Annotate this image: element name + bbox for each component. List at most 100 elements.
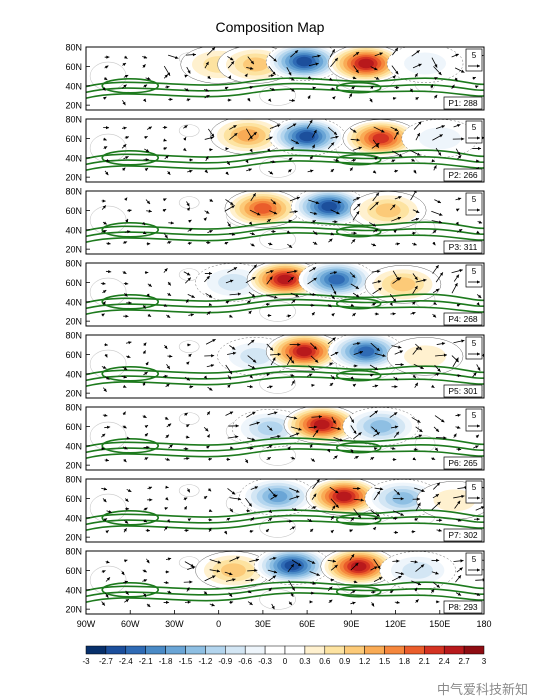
wind-vector-head [439,212,443,216]
wind-vector-head [349,93,352,97]
wind-vector-head [273,556,277,561]
wind-vector-head [414,560,418,564]
y-tick-label: 40N [65,441,82,451]
wind-vector-head [333,131,337,135]
wind-vector-head [392,312,396,316]
wind-vector-head [296,495,300,499]
wind-vector-head [186,207,190,211]
wind-vector-head [372,170,377,174]
wind-vector-head [334,455,338,459]
reference-vector-label: 5 [472,339,477,348]
wind-vector-head [266,373,270,377]
wind-vector-head [288,219,292,223]
wind-vector-head [457,425,461,429]
jet-contour [86,509,484,520]
wind-vector-head [232,351,237,355]
wind-vector-head [186,377,190,381]
wind-vector-head [256,212,261,216]
wind-vector-head [286,230,291,234]
wind-vector-head [107,241,111,245]
wind-vector-head [334,57,338,62]
jet-contour [86,376,484,388]
wind-vector-head [409,88,413,93]
wind-vector-head [207,241,211,245]
wind-vector-head [290,360,295,364]
wind-vector-head [417,419,421,423]
wind-vector-head [249,66,254,70]
wind-vector-head [297,562,302,566]
wind-vector-head [101,313,105,317]
wind-vector-head [269,347,274,351]
wind-vector-head [124,75,129,78]
wind-vector-head [308,518,313,522]
wind-vector-head [166,314,171,318]
y-tick-label: 40N [65,513,82,523]
wind-vector-head [147,603,151,607]
y-tick-label: 80N [65,475,82,485]
wind-vector-head [436,558,440,562]
wind-vector-head [398,153,403,157]
coastline [259,517,296,538]
wind-vector-head [229,593,233,597]
wind-vector-head [186,361,190,365]
wind-vector-head [144,507,148,511]
wind-vector-head [227,384,231,388]
wind-vector-head [230,61,235,65]
wind-vector-head [292,123,297,127]
wind-vector-head [272,357,276,361]
wind-vector-head [423,278,427,282]
anomaly-2 [296,346,312,357]
panel-frame [85,550,485,615]
wind-vector-head [186,272,191,276]
wind-vector-head [315,429,319,434]
wind-vector-head [277,352,281,356]
wind-vector-head [250,578,254,582]
jet-contour [86,298,484,310]
wind-vector-head [237,497,242,501]
wind-vector-head [125,218,128,223]
wind-vector-head [288,157,293,161]
wind-vector-head [400,572,405,576]
wind-vector-head [191,294,195,298]
wind-vector-head [167,292,172,296]
wind-vector-head [123,528,127,532]
wind-vector-head [353,231,357,235]
wind-vector-head [458,447,462,451]
wind-vector-head [229,57,234,61]
wind-vector-head [313,425,318,429]
wind-vector-head [457,152,461,156]
wind-vector-head [337,427,341,431]
wind-vector-head [167,557,172,561]
wind-vector-head [357,203,361,207]
y-tick-label: 80N [65,43,82,53]
wind-vector-head [228,75,231,79]
wind-vector-head [476,159,480,163]
wind-vector-head [369,98,373,103]
jet-contour [86,448,484,460]
wind-vector-head [355,285,359,289]
x-tick-label: 90E [343,619,359,629]
wind-vector-head [350,517,355,521]
wind-vector-head [328,599,333,603]
colorbar-swatch [424,645,445,655]
wind-vector-head [329,362,333,366]
wind-vector-head [396,242,400,246]
y-tick-label: 40N [65,153,82,163]
wind-vector-head [291,88,295,92]
anomaly-4 [358,58,374,69]
wind-vector-head [103,96,107,100]
wind-vector-head [394,377,399,381]
wind-vector-head [211,354,215,358]
panel-content [86,479,484,538]
wind-vector-head [145,270,149,275]
wind-vector-head [146,200,151,204]
wind-vector-head [206,411,210,415]
y-tick-label: 20N [65,173,82,183]
wind-vector-head [145,158,149,162]
colorbar-swatch [125,645,146,655]
anomaly-2 [277,274,293,285]
wind-vector-head [355,69,359,73]
wind-vector-head [372,223,376,227]
wind-vector-head [268,445,273,449]
y-tick-label: 60N [65,350,82,360]
